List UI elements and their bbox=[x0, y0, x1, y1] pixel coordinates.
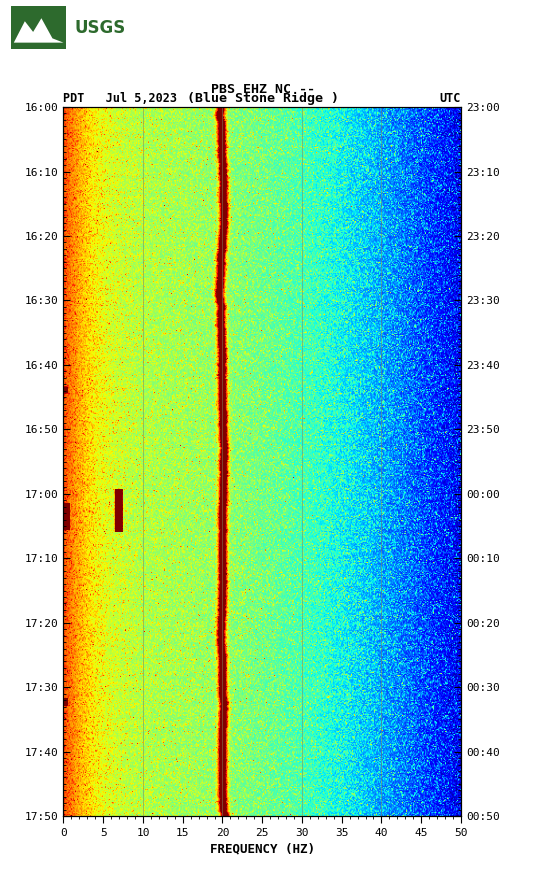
Text: (Blue Stone Ridge ): (Blue Stone Ridge ) bbox=[187, 92, 339, 105]
Text: PBS EHZ NC --: PBS EHZ NC -- bbox=[211, 83, 315, 96]
Text: PDT   Jul 5,2023: PDT Jul 5,2023 bbox=[63, 92, 178, 105]
Text: USGS: USGS bbox=[75, 19, 126, 37]
X-axis label: FREQUENCY (HZ): FREQUENCY (HZ) bbox=[210, 842, 315, 855]
Text: UTC: UTC bbox=[439, 92, 461, 105]
PathPatch shape bbox=[14, 18, 63, 43]
